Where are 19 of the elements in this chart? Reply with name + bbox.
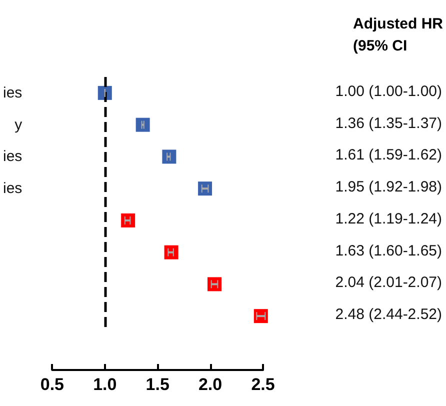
data-label: 2.48 (2.44-2.52): [335, 306, 442, 324]
x-tick-label: 2.0: [198, 375, 222, 394]
point: [136, 118, 150, 132]
data-label: 1.22 (1.19-1.24): [335, 210, 442, 228]
data-label: 1.36 (1.35-1.37): [335, 114, 442, 132]
text: Adjusted HR (95% CI: [353, 16, 444, 54]
y-tick-label: ies: [2, 180, 22, 198]
x-tick-label: 1.0: [93, 375, 117, 394]
x-tick-label: 1.5: [146, 375, 170, 394]
y-tick-label: ies: [2, 84, 22, 102]
data-label: 1.00 (1.00-1.00): [335, 82, 442, 100]
x-tick-label: 0.5: [40, 375, 64, 394]
data-label: 1.95 (1.92-1.98): [335, 178, 442, 196]
data-label: 1.63 (1.60-1.65): [335, 242, 442, 260]
y-tick-label: y: [14, 116, 23, 134]
data-label: 1.61 (1.59-1.62): [335, 146, 442, 164]
data-label: 2.04 (2.01-2.07): [335, 274, 442, 292]
x-tick-label: 2.5: [251, 375, 275, 394]
y-tick-label: ies: [2, 148, 22, 166]
